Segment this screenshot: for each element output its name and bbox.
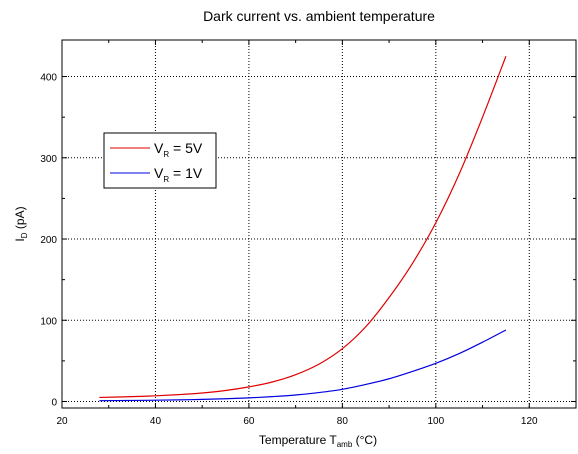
x-tick-label: 100 [427, 416, 444, 427]
x-tick-label: 60 [243, 416, 255, 427]
legend-label-series-1: VR = 5V [154, 140, 203, 159]
x-tick-label: 120 [521, 416, 538, 427]
plot-area [61, 39, 577, 409]
y-axis-label: ID (pA) [13, 206, 29, 241]
legend-label-series-2: VR = 1V [154, 165, 203, 184]
series-line-2 [99, 329, 507, 402]
series-lines [99, 56, 507, 402]
y-tick-label: 300 [40, 154, 57, 165]
x-tick-label: 80 [337, 416, 349, 427]
axis-ticks: 20 40 60 80 100 120 0 100 200 300 400 [40, 40, 576, 427]
y-tick-label: 200 [40, 235, 57, 246]
x-tick-label: 40 [150, 416, 162, 427]
y-tick-label: 400 [40, 73, 57, 84]
series-line-1 [99, 56, 507, 399]
legend-box [103, 132, 217, 189]
chart-title: Dark current vs. ambient temperature [203, 8, 435, 24]
legend: VR = 5V VR = 1V [103, 132, 217, 189]
y-tick-label: 0 [51, 398, 57, 409]
x-tick-label: 20 [56, 416, 68, 427]
y-tick-label: 100 [40, 316, 57, 327]
x-axis-label: Temperature Tamb (°C) [259, 433, 377, 449]
